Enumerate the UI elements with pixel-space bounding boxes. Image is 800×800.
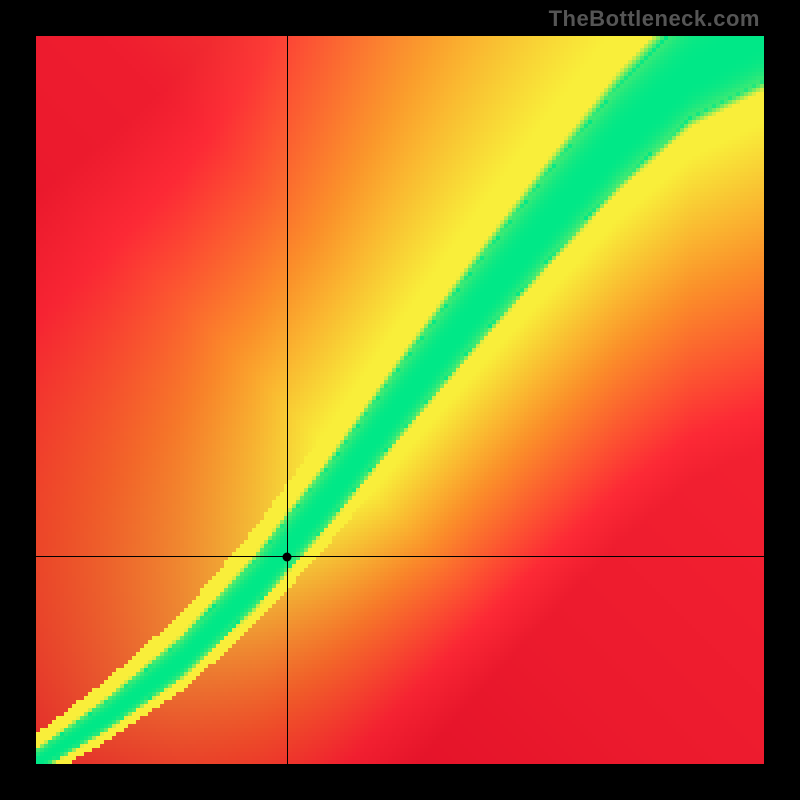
crosshair-vertical [287, 36, 288, 764]
crosshair-horizontal [36, 556, 764, 557]
watermark-text: TheBottleneck.com [549, 6, 760, 32]
plot-area [36, 36, 764, 764]
heatmap-canvas [36, 36, 764, 764]
crosshair-dot [283, 552, 292, 561]
